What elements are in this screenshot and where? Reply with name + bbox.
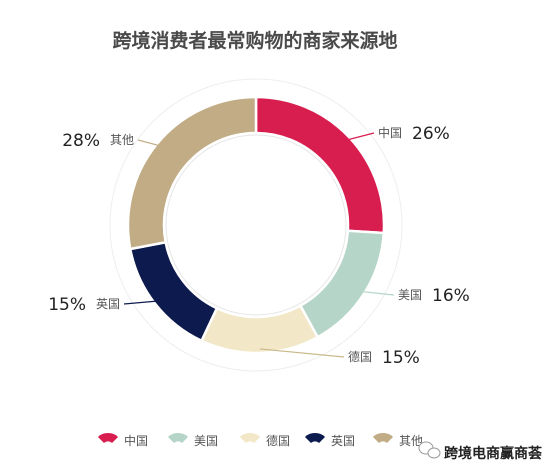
legend-item-4: 英国 bbox=[305, 432, 355, 448]
slice-2 bbox=[298, 229, 386, 339]
legend-swatch-3 bbox=[240, 432, 260, 443]
legend-item-5: 其他 bbox=[373, 432, 423, 448]
slice-4 bbox=[128, 240, 219, 343]
legend: 中国 美国 德国 英国 其他 bbox=[98, 432, 423, 448]
slice-label-4: 英国 bbox=[96, 297, 120, 311]
leader-line-3 bbox=[259, 348, 345, 358]
legend-swatch-1 bbox=[98, 432, 118, 443]
inner-guide-ring bbox=[165, 134, 347, 316]
slice-value-2: 16% bbox=[432, 286, 470, 306]
labels-group: 中国 26% 美国 16% 德国 15% 英国 15% 其他 28% bbox=[48, 124, 470, 368]
slice-5 bbox=[126, 95, 258, 251]
slice-label-5: 其他 bbox=[110, 133, 134, 147]
leader-line-4 bbox=[123, 300, 159, 305]
slice-value-5: 28% bbox=[62, 131, 100, 151]
legend-swatch-4 bbox=[305, 432, 325, 443]
legend-label-1: 中国 bbox=[124, 433, 148, 448]
slice-label-2: 美国 bbox=[398, 288, 422, 302]
legend-item-3: 德国 bbox=[240, 432, 290, 448]
slice-value-1: 26% bbox=[412, 124, 450, 144]
legend-label-5: 其他 bbox=[399, 434, 423, 448]
leader-line-1 bbox=[346, 132, 375, 141]
legend-item-1: 中国 bbox=[98, 432, 148, 448]
outer-guide-ring bbox=[109, 78, 403, 372]
slice-label-3: 德国 bbox=[348, 349, 372, 364]
legend-swatch-2 bbox=[168, 432, 188, 443]
slice-3 bbox=[199, 303, 320, 355]
slice-value-3: 15% bbox=[382, 348, 420, 368]
legend-item-2: 美国 bbox=[168, 432, 218, 448]
slices-group bbox=[126, 95, 386, 355]
chat-bubble-icon bbox=[418, 441, 441, 459]
slice-value-4: 15% bbox=[48, 295, 86, 315]
legend-label-4: 英国 bbox=[331, 434, 355, 448]
chart-title: 跨境消费者最常购物的商家来源地 bbox=[112, 29, 397, 52]
legend-label-3: 德国 bbox=[266, 433, 290, 448]
leader-line-2 bbox=[360, 290, 395, 296]
watermark: 跨境电商赢商荟 bbox=[418, 441, 543, 462]
legend-label-2: 美国 bbox=[194, 434, 218, 448]
watermark-text: 跨境电商赢商荟 bbox=[444, 445, 543, 462]
slice-label-1: 中国 bbox=[378, 125, 402, 140]
legend-swatch-5 bbox=[373, 432, 393, 443]
slice-1 bbox=[254, 95, 386, 235]
leader-line-5 bbox=[137, 139, 161, 147]
